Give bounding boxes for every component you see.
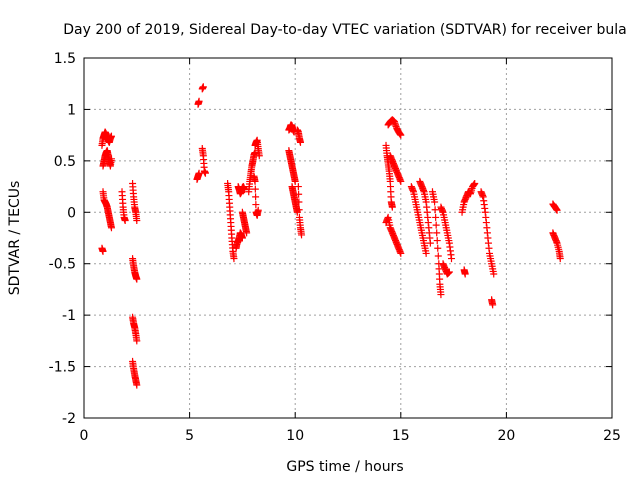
data-point [291, 177, 299, 185]
data-point [107, 224, 115, 232]
data-point [294, 183, 302, 191]
data-point [431, 198, 439, 206]
data-point [397, 249, 405, 257]
y-tick-label: 0 [67, 205, 76, 221]
data-point [437, 291, 445, 299]
data-point [255, 152, 263, 160]
data-point [397, 177, 405, 185]
data-point [238, 234, 246, 242]
data-point [133, 217, 141, 225]
data-point [251, 177, 259, 185]
y-tick-label: 1 [67, 102, 76, 118]
data-point [201, 169, 209, 177]
data-point [471, 179, 479, 187]
y-tick-label: 1.5 [54, 51, 76, 67]
data-point [298, 231, 306, 239]
chart-title: Day 200 of 2019, Sidereal Day-to-day VTE… [63, 22, 626, 38]
data-point [447, 255, 455, 263]
grid [84, 58, 612, 418]
data-point [432, 221, 440, 229]
y-tick-label: -2 [62, 411, 76, 427]
data-point [422, 249, 430, 257]
x-tick-label: 5 [185, 428, 194, 444]
data-point [133, 275, 141, 283]
data-point [434, 252, 442, 260]
data-point [296, 138, 304, 146]
data-point [254, 206, 262, 214]
y-tick-label: -1 [62, 308, 76, 324]
y-tick-labels: -2 -1.5 -1 -0.5 0 0.5 1 1.5 [49, 51, 76, 427]
ticks [83, 57, 613, 419]
data-point [461, 270, 469, 278]
data-point [107, 132, 115, 140]
data-point [195, 169, 203, 177]
data-point [107, 155, 115, 163]
data-point [431, 206, 439, 214]
data-point [388, 203, 396, 211]
x-tick-label: 0 [80, 428, 89, 444]
data-point [195, 97, 203, 105]
plot-frame [83, 57, 613, 419]
x-tick-label: 20 [497, 428, 515, 444]
y-tick-label: -1.5 [49, 360, 76, 376]
data-point [433, 237, 441, 245]
x-tick-label: 10 [286, 428, 304, 444]
data-point [490, 270, 498, 278]
data-point [295, 206, 303, 214]
data-point [433, 229, 441, 237]
data-point [397, 131, 405, 139]
data-point [445, 268, 453, 276]
data-point [121, 217, 129, 225]
x-tick-label: 15 [392, 428, 410, 444]
y-tick-label: 0.5 [54, 154, 76, 170]
y-axis-label: SDTVAR / TECUs [7, 181, 23, 296]
data-point [426, 239, 434, 247]
data-point [230, 255, 238, 263]
data-points [98, 83, 564, 389]
data-point [199, 83, 207, 91]
data-point [295, 190, 303, 198]
data-point [243, 229, 251, 237]
x-tick-label: 25 [603, 428, 621, 444]
data-point [553, 206, 561, 214]
data-point [556, 255, 564, 263]
data-point [133, 337, 141, 345]
data-point [99, 247, 107, 255]
data-point [434, 244, 442, 252]
data-point [133, 381, 141, 389]
data-point [252, 201, 260, 209]
data-point [251, 185, 259, 193]
data-point [432, 213, 440, 221]
x-axis-label: GPS time / hours [286, 459, 403, 475]
y-tick-label: -0.5 [49, 257, 76, 273]
x-tick-labels: 0 5 10 15 20 25 [80, 428, 621, 444]
data-point [295, 198, 303, 206]
data-point [252, 193, 260, 201]
data-point [489, 301, 497, 309]
